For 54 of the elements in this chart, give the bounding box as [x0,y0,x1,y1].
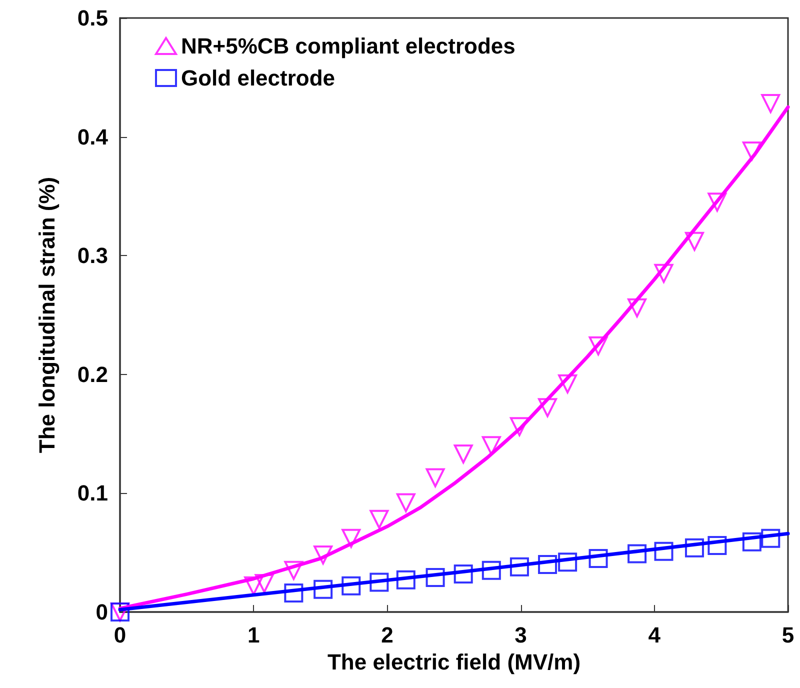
point [538,398,558,418]
x-tick-label: 3 [514,622,527,648]
point [742,532,762,552]
point [588,549,608,568]
x-axis-title: The electric field (MV/m) [327,649,581,674]
y-axis-title: The longitudinal strain (%) [34,176,60,454]
point [761,94,780,114]
point [654,264,674,283]
point [284,583,304,602]
point [558,552,578,572]
point [510,557,529,576]
y-tick-label: 0.1 [77,480,108,506]
point [370,510,389,529]
x-tick-label: 5 [782,622,794,648]
point [454,444,473,464]
legend-label: Gold electrode [181,66,336,90]
point [588,336,608,356]
point [396,493,416,512]
point [370,572,389,592]
x-tick-label: 2 [381,622,394,648]
point [510,417,529,436]
point [244,576,264,596]
x-tick-label: 1 [247,622,260,648]
y-tick-label: 0.3 [77,243,108,268]
point [482,560,501,580]
point [314,580,333,599]
point [426,568,445,588]
y-tick-label: 0 [96,600,108,624]
point [654,542,674,561]
y-tick-label: 0.4 [77,124,109,150]
point [454,564,473,584]
point [342,528,361,548]
point [284,560,304,580]
point [538,554,558,574]
x-tick-label: 4 [648,622,662,648]
point [708,536,727,555]
y-tick-label: 0.2 [77,362,108,387]
x-tick-label: 0 [114,622,126,648]
point [628,298,647,318]
point [426,468,445,488]
point [708,192,727,212]
point [314,545,333,564]
point [396,570,416,590]
point [482,436,501,456]
point [342,576,361,596]
point [558,374,578,394]
legend-label: NR+5%CB compliant electrodes [181,34,516,58]
point [684,232,704,251]
y-tick-label: 0.5 [77,6,108,30]
point [761,528,780,548]
point [684,538,704,558]
point [742,142,762,161]
point [628,544,647,564]
point [254,574,274,593]
